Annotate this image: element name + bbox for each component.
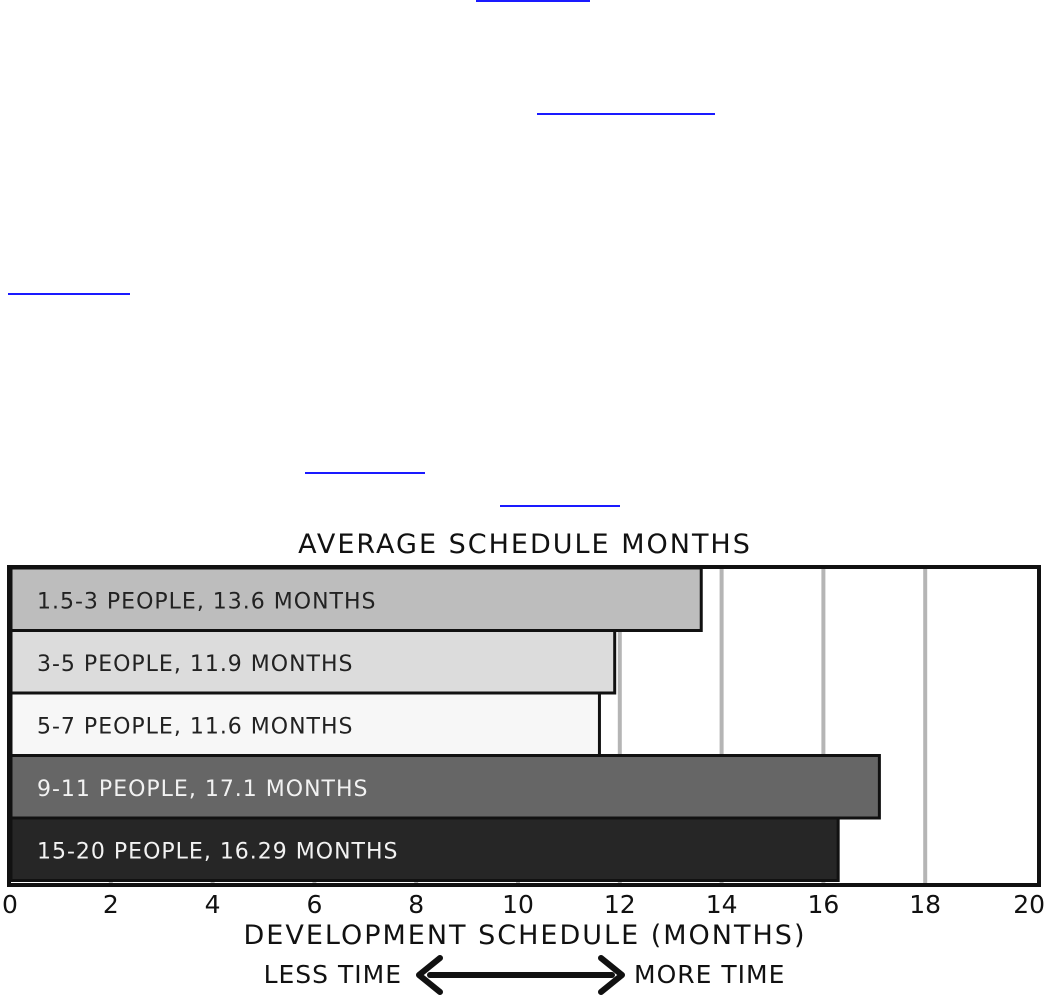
x-tick-label: 0 [2,890,18,919]
bar-label: 15-20 PEOPLE, 16.29 MONTHS [37,839,399,864]
link-underline[interactable] [500,505,620,507]
x-tick-label: 6 [306,890,322,919]
x-tick-label: 16 [807,890,839,919]
plot-frame [7,565,1041,887]
bar-label: 5-7 PEOPLE, 11.6 MONTHS [37,714,354,739]
x-tick-label: 8 [408,890,424,919]
x-tick-label: 4 [205,890,221,919]
link-underline[interactable] [476,0,590,2]
double-arrow-icon [416,955,625,995]
link-underline[interactable] [537,113,715,115]
x-tick-label: 14 [706,890,738,919]
less-time-label: LESS TIME [264,960,402,989]
bars: 1.5-3 PEOPLE, 13.6 MONTHS 3-5 PEOPLE, 11.… [9,566,881,882]
bar-label: 1.5-3 PEOPLE, 13.6 MONTHS [37,589,377,614]
schedule-bar-chart: AVERAGE SCHEDULE MONTHS 1.5-3 PEOPLE, 13… [2,529,1045,995]
link-underline[interactable] [8,293,130,295]
x-tick-label: 12 [604,890,636,919]
x-tick-labels: 0 2 4 6 8 10 12 14 16 18 20 [2,890,1045,919]
more-time-label: MORE TIME [634,960,785,989]
x-tick-label: 20 [1013,890,1045,919]
bar-label: 3-5 PEOPLE, 11.9 MONTHS [37,652,354,677]
x-tick-label: 10 [502,890,534,919]
x-tick-label: 2 [103,890,119,919]
link-underline[interactable] [305,472,425,474]
x-tick-label: 18 [909,890,941,919]
bar [9,816,840,882]
x-axis-label: DEVELOPMENT SCHEDULE (MONTHS) [244,920,807,951]
chart-title: AVERAGE SCHEDULE MONTHS [298,529,752,560]
bar-label: 9-11 PEOPLE, 17.1 MONTHS [37,777,369,802]
